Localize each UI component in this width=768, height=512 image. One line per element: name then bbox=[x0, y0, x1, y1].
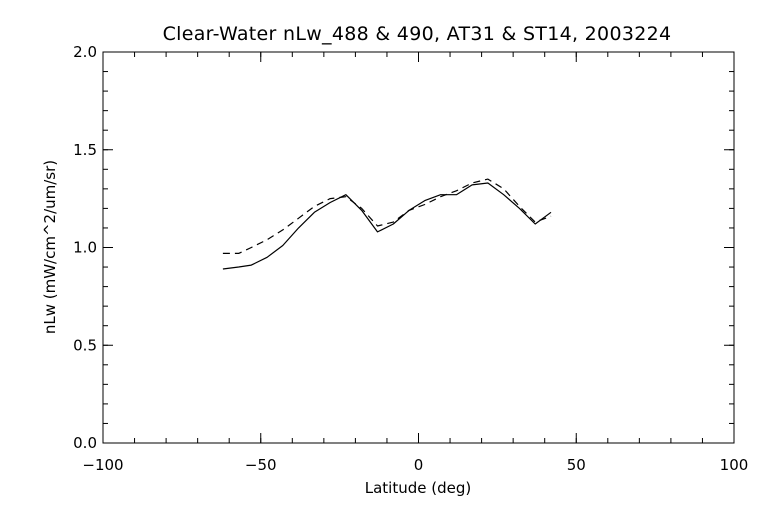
chart-title: Clear-Water nLw_488 & 490, AT31 & ST14, … bbox=[163, 23, 672, 45]
minor-ticks bbox=[102, 51, 735, 444]
y-axis-label: nLw (mW/cm^2/um/sr) bbox=[41, 160, 59, 334]
major-ticks bbox=[102, 51, 735, 444]
y-tick-labels: 0.0 0.5 1.0 1.5 2.0 bbox=[73, 43, 97, 452]
x-tick-label: 100 bbox=[720, 456, 749, 474]
y-tick-label: 0.0 bbox=[73, 434, 97, 452]
series-line-dashed bbox=[222, 178, 552, 254]
y-tick-label: 1.5 bbox=[73, 141, 97, 159]
x-tick-label: 0 bbox=[414, 456, 424, 474]
series-line-solid bbox=[222, 182, 552, 270]
x-tick-label: 50 bbox=[567, 456, 586, 474]
y-tick-label: 0.5 bbox=[73, 336, 97, 354]
x-tick-label: −50 bbox=[245, 456, 277, 474]
x-axis-label: Latitude (deg) bbox=[365, 479, 471, 497]
x-tick-labels: −100 −50 0 50 100 bbox=[82, 456, 748, 474]
y-tick-label: 1.0 bbox=[73, 239, 97, 257]
x-tick-label: −100 bbox=[82, 456, 123, 474]
y-tick-label: 2.0 bbox=[73, 43, 97, 61]
series-lines bbox=[222, 178, 552, 270]
plot-frame bbox=[102, 51, 735, 444]
